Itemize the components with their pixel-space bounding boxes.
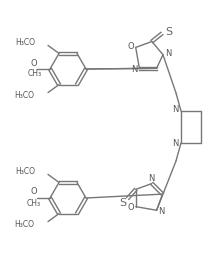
Text: N: N: [158, 207, 165, 216]
Text: N: N: [172, 139, 178, 149]
Text: O: O: [31, 187, 37, 197]
Text: O: O: [127, 42, 134, 51]
Text: H₃CO: H₃CO: [15, 167, 35, 176]
Text: O: O: [31, 58, 37, 68]
Text: H₃CO: H₃CO: [15, 38, 35, 47]
Text: O: O: [127, 203, 134, 212]
Text: H₃CO: H₃CO: [14, 220, 34, 229]
Text: N: N: [165, 49, 171, 58]
Text: S: S: [119, 198, 126, 208]
Text: CH₃: CH₃: [27, 198, 41, 208]
Text: N: N: [148, 174, 154, 183]
Text: S: S: [165, 26, 172, 37]
Text: N: N: [172, 105, 178, 115]
Text: CH₃: CH₃: [28, 70, 42, 78]
Text: H₃CO: H₃CO: [14, 91, 34, 100]
Text: N: N: [131, 65, 138, 74]
